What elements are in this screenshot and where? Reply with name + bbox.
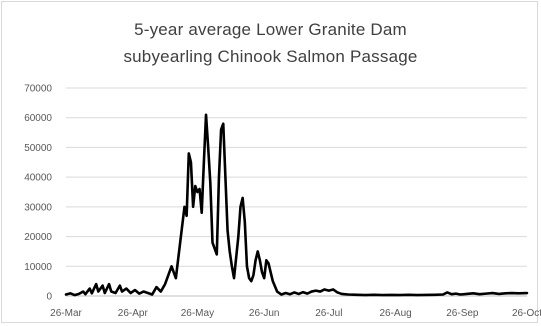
y-tick-label: 30000 — [24, 202, 52, 213]
y-tick-label: 50000 — [24, 143, 52, 154]
x-tick-label: 26-Jul — [315, 308, 342, 319]
gridlines — [66, 87, 527, 267]
series-layer — [64, 113, 529, 297]
y-tick-label: 70000 — [24, 84, 52, 95]
y-tick-label: 0 — [46, 292, 52, 303]
x-tick-label: 26-Oct — [512, 308, 541, 319]
y-tick-label: 60000 — [24, 113, 52, 124]
y-axis-tick-labels: 0 10000 20000 30000 40000 50000 60000 70000 — [24, 84, 52, 303]
y-tick-label: 40000 — [24, 173, 52, 184]
x-tick-label: 26-Sep — [446, 308, 479, 319]
chart-title-line-1: 5-year average Lower Granite Dam — [134, 20, 407, 39]
y-tick-label: 10000 — [24, 262, 52, 273]
chart-title-line-2: subyearling Chinook Salmon Passage — [123, 47, 418, 66]
y-tick-label: 20000 — [24, 232, 52, 243]
x-tick-label: 26-Apr — [118, 308, 149, 319]
x-axis-tick-labels: 26-Mar 26-Apr 26-May 26-Jun 26-Jul 26-Aug 26-S… — [50, 308, 541, 319]
x-tick-label: 26-May — [181, 308, 214, 319]
x-tick-label: 26-Jun — [249, 308, 280, 319]
series-line — [64, 113, 529, 297]
x-tick-label: 26-Aug — [379, 308, 411, 319]
x-tick-label: 26-Mar — [50, 308, 82, 319]
